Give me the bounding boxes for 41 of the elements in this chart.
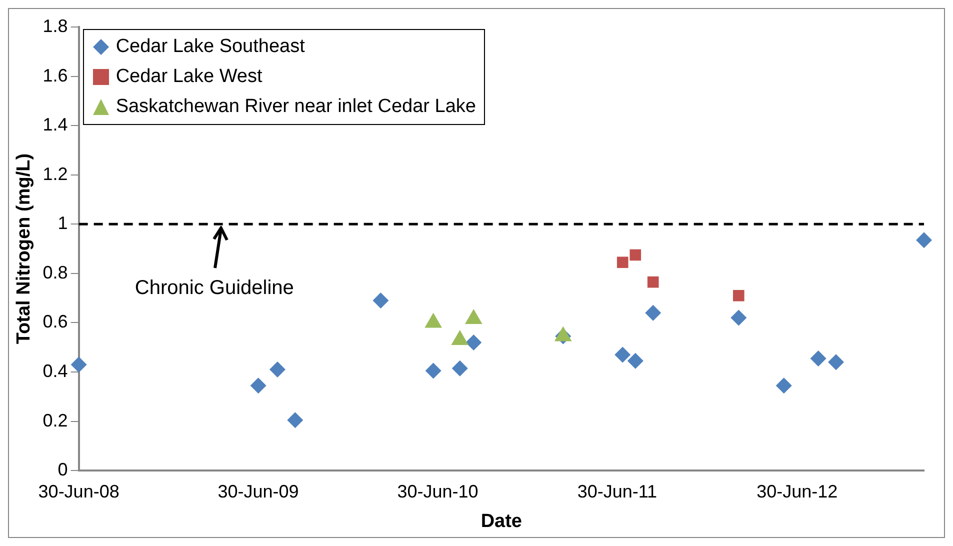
- x-tick-label: 30-Jun-11: [577, 481, 658, 502]
- point: [616, 256, 628, 268]
- y-tick-label: 0.8: [42, 262, 68, 282]
- point: [372, 292, 389, 309]
- point: [647, 276, 659, 288]
- legend-label: Cedar Lake Southeast: [116, 36, 305, 58]
- point: [732, 290, 744, 302]
- y-tick-label: 1.4: [42, 114, 68, 135]
- legend-label: Cedar Lake West: [116, 66, 262, 88]
- point: [287, 412, 304, 428]
- y-tick-label: 1.6: [42, 65, 68, 86]
- x-tick-label: 30-Jun-10: [397, 481, 478, 502]
- x-tick-label: 30-Jun-12: [756, 481, 838, 502]
- point: [614, 346, 631, 363]
- point: [776, 378, 792, 394]
- point: [645, 304, 662, 321]
- point: [630, 249, 642, 261]
- point: [466, 334, 482, 350]
- y-axis-title: Total Nitrogen (mg/L): [14, 153, 35, 344]
- legend-label: Saskatchewan River near inlet Cedar Lake: [116, 96, 476, 118]
- y-tick-label: 1.8: [42, 16, 68, 36]
- point: [916, 232, 932, 248]
- point: [810, 350, 826, 366]
- x-tick-label: 30-Jun-09: [218, 481, 299, 502]
- point: [269, 362, 286, 378]
- point: [828, 354, 844, 370]
- y-tick-label: 0: [58, 460, 68, 480]
- x-axis-title: Date: [480, 510, 522, 532]
- y-tick-label: 0.2: [42, 410, 68, 430]
- x-tick-label: 30-Jun-08: [38, 481, 120, 502]
- y-tick-label: 1.2: [42, 164, 68, 184]
- point: [452, 360, 468, 376]
- point: [730, 310, 747, 326]
- y-tick-label: 0.6: [42, 312, 68, 332]
- y-tick-label: 0.4: [42, 360, 68, 381]
- annotation: Chronic Guideline: [134, 277, 294, 300]
- point: [425, 362, 442, 379]
- point: [70, 356, 87, 373]
- point: [250, 378, 266, 394]
- y-tick-label: 1: [58, 213, 68, 234]
- point: [627, 352, 644, 369]
